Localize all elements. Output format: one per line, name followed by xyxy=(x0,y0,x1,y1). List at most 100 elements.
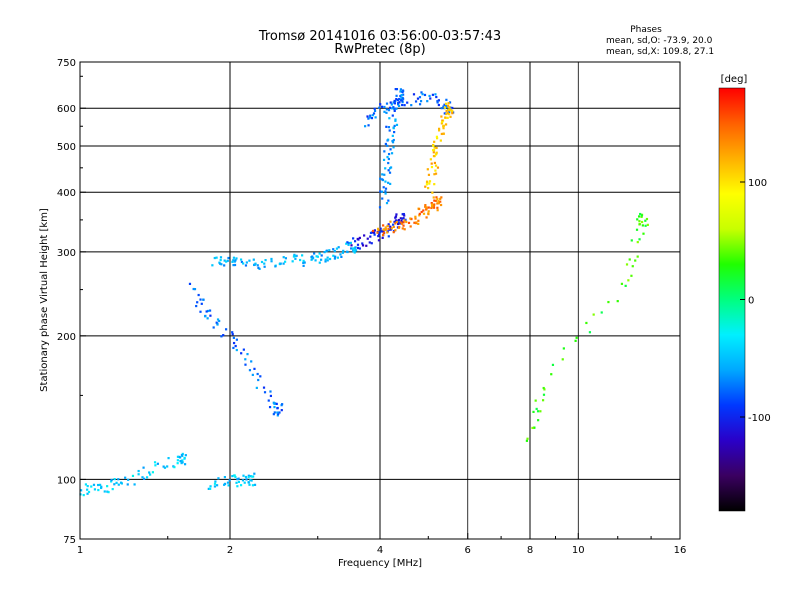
data-point xyxy=(440,107,443,110)
data-point xyxy=(242,348,245,351)
data-point xyxy=(424,208,428,211)
data-point xyxy=(419,100,423,103)
data-point xyxy=(387,152,391,156)
data-point xyxy=(535,407,538,411)
data-point xyxy=(341,251,344,254)
data-point xyxy=(394,222,397,225)
data-point xyxy=(383,150,386,153)
data-point xyxy=(395,220,398,224)
data-point xyxy=(353,247,356,250)
data-point xyxy=(387,157,390,161)
data-point xyxy=(332,248,335,251)
data-point xyxy=(222,334,225,337)
data-point xyxy=(448,101,452,104)
data-point xyxy=(385,102,389,105)
data-point xyxy=(382,186,385,189)
data-point xyxy=(439,200,442,203)
data-point xyxy=(397,218,400,222)
data-point xyxy=(428,182,431,185)
data-point xyxy=(439,203,443,207)
data-point xyxy=(392,231,395,234)
data-point xyxy=(326,259,329,262)
data-point xyxy=(323,251,326,254)
data-point xyxy=(418,103,422,106)
data-point xyxy=(432,144,435,147)
data-point xyxy=(167,457,170,460)
data-point xyxy=(368,241,371,244)
data-point xyxy=(635,228,639,231)
data-point xyxy=(367,124,370,127)
data-point xyxy=(137,469,140,473)
data-point xyxy=(236,485,239,488)
data-point xyxy=(247,474,250,477)
data-point xyxy=(247,481,250,484)
data-point xyxy=(434,164,438,167)
data-point xyxy=(131,474,135,478)
data-point xyxy=(255,386,258,389)
data-point xyxy=(275,402,278,406)
data-point xyxy=(223,264,226,267)
data-point xyxy=(240,352,243,355)
data-point xyxy=(232,256,236,259)
data-point xyxy=(436,166,440,169)
data-point xyxy=(435,95,438,99)
data-point xyxy=(250,475,254,478)
data-point xyxy=(398,97,401,101)
data-point xyxy=(87,490,91,494)
data-point xyxy=(444,102,448,105)
data-point xyxy=(249,479,252,482)
plot-area: 1 2 4 6 8 10 16 75 100 200 300 400 500 600 750 xyxy=(57,58,686,556)
data-point xyxy=(318,252,321,255)
data-point xyxy=(345,242,348,245)
data-point xyxy=(387,169,390,172)
data-point xyxy=(381,197,384,200)
data-point xyxy=(395,107,398,110)
data-point xyxy=(390,227,393,230)
x-axis-ticks: 1 2 4 6 8 10 16 xyxy=(77,533,686,556)
data-point xyxy=(387,227,390,230)
data-point xyxy=(244,475,248,479)
data-point xyxy=(369,231,373,234)
data-point xyxy=(400,93,403,97)
data-point xyxy=(575,336,578,339)
data-point xyxy=(276,414,279,417)
data-point xyxy=(351,247,354,250)
data-point xyxy=(225,260,228,263)
data-point xyxy=(436,101,439,104)
data-point xyxy=(181,452,184,456)
data-point xyxy=(269,390,272,393)
data-point xyxy=(156,462,159,465)
data-point xyxy=(403,214,406,217)
data-point xyxy=(434,199,437,202)
data-point xyxy=(252,475,255,478)
data-point xyxy=(423,93,427,97)
colorbar-ticks: 100 0 -100 xyxy=(740,178,771,424)
data-point xyxy=(248,369,252,372)
data-point xyxy=(223,259,226,262)
data-point xyxy=(193,288,197,291)
data-point xyxy=(364,125,367,128)
data-point xyxy=(337,246,340,249)
data-point xyxy=(211,264,214,267)
data-point xyxy=(219,258,222,262)
data-point xyxy=(291,260,294,263)
data-point xyxy=(246,353,249,356)
data-point xyxy=(113,483,116,486)
data-point xyxy=(267,399,270,402)
data-point xyxy=(302,264,305,267)
data-point xyxy=(437,127,441,130)
data-point xyxy=(395,88,399,91)
data-point xyxy=(433,161,437,165)
data-point xyxy=(543,388,546,391)
data-point xyxy=(434,93,437,96)
data-point xyxy=(402,217,405,220)
data-point xyxy=(192,287,195,291)
data-point xyxy=(631,265,634,268)
data-point xyxy=(418,96,422,99)
data-point xyxy=(374,116,377,119)
data-point xyxy=(100,486,103,490)
data-point xyxy=(402,224,405,227)
data-point xyxy=(644,224,647,227)
data-point xyxy=(151,471,154,474)
x-tick-label: 8 xyxy=(527,545,533,556)
